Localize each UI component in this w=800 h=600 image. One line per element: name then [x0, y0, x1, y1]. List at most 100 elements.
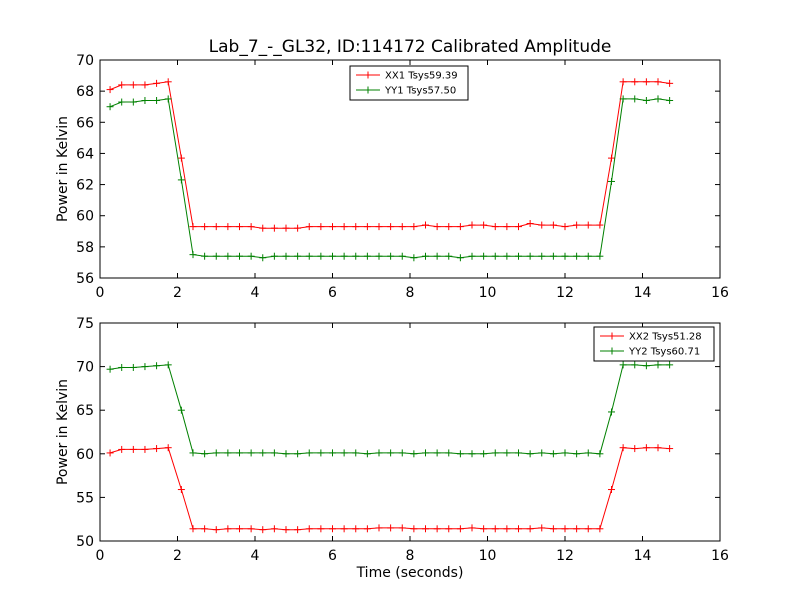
- data-point: [247, 525, 255, 533]
- data-point: [608, 408, 615, 416]
- data-point: [270, 449, 278, 457]
- data-point: [666, 79, 674, 87]
- data-point: [433, 525, 441, 533]
- data-point: [236, 449, 243, 457]
- data-point: [329, 252, 336, 260]
- data-point: [456, 223, 464, 231]
- data-point: [329, 525, 336, 533]
- data-point: [294, 526, 302, 534]
- data-point: [433, 449, 441, 457]
- data-point: [608, 154, 615, 162]
- data-point: [340, 525, 348, 533]
- y-tick-label: 60: [76, 447, 94, 463]
- data-point: [491, 449, 499, 457]
- data-point: [549, 450, 557, 458]
- data-point: [177, 154, 185, 162]
- x-tick-label: 0: [96, 548, 105, 564]
- legend-label: XX1 Tsys59.39: [385, 71, 458, 82]
- x-tick-label: 4: [251, 285, 260, 301]
- data-point: [224, 449, 232, 457]
- data-point: [619, 444, 627, 452]
- data-point: [141, 363, 149, 371]
- y-tick-label: 64: [76, 146, 94, 162]
- data-point: [189, 223, 197, 231]
- data-point: [177, 486, 185, 494]
- data-point: [270, 252, 278, 260]
- data-point: [106, 86, 114, 94]
- data-point: [212, 526, 220, 534]
- data-point: [468, 524, 476, 532]
- data-point: [118, 363, 126, 371]
- data-point: [561, 525, 569, 533]
- data-point: [259, 526, 267, 534]
- data-point: [666, 361, 674, 369]
- data-point: [317, 449, 325, 457]
- x-tick-label: 10: [479, 285, 497, 301]
- data-point: [410, 450, 418, 458]
- data-point: [573, 252, 581, 260]
- data-point: [201, 450, 209, 458]
- data-point: [549, 525, 557, 533]
- data-point: [282, 526, 290, 534]
- data-point: [561, 449, 569, 457]
- data-point: [584, 525, 592, 533]
- data-point: [422, 252, 429, 260]
- data-point: [445, 525, 453, 533]
- data-point: [468, 252, 476, 260]
- data-point: [294, 450, 302, 458]
- y-tick-label: 58: [76, 240, 94, 256]
- data-point: [642, 96, 650, 104]
- data-point: [259, 449, 267, 457]
- data-point: [573, 525, 581, 533]
- data-point: [398, 524, 406, 532]
- data-point: [561, 252, 569, 260]
- data-point: [654, 78, 662, 86]
- x-tick-label: 6: [328, 285, 337, 301]
- data-point: [363, 450, 371, 458]
- data-point: [106, 365, 114, 373]
- data-point: [619, 95, 627, 103]
- data-point: [596, 450, 604, 458]
- legend-box: [349, 65, 469, 101]
- data-point: [129, 81, 137, 89]
- data-point: [153, 362, 161, 370]
- data-point: [247, 449, 255, 457]
- legend-label: YY1 Tsys57.50: [384, 86, 456, 97]
- data-point: [352, 223, 360, 231]
- data-point: [363, 223, 371, 231]
- data-point: [305, 449, 313, 457]
- data-point: [666, 96, 674, 104]
- legend: XX2 Tsys51.28 YY2 Tsys60.71: [593, 326, 715, 362]
- data-point: [596, 525, 604, 533]
- data-point: [282, 450, 290, 458]
- data-point: [352, 525, 360, 533]
- legend-box: [593, 326, 715, 362]
- data-point: [480, 450, 488, 458]
- data-point: [596, 252, 604, 260]
- y-tick-label: 60: [76, 209, 94, 225]
- legend-item: YY2 Tsys60.71: [600, 347, 700, 358]
- data-point: [106, 449, 114, 457]
- data-point: [503, 449, 511, 457]
- data-point: [177, 176, 185, 184]
- legend-item: XX2 Tsys51.28: [600, 332, 702, 343]
- data-point: [538, 252, 546, 260]
- data-point: [573, 450, 581, 458]
- data-point: [270, 224, 278, 232]
- data-point: [561, 223, 569, 231]
- legend-label: XX2 Tsys51.28: [629, 332, 702, 343]
- data-point: [329, 449, 336, 457]
- data-point: [375, 449, 383, 457]
- y-tick-label: 65: [76, 403, 94, 419]
- data-point: [526, 252, 534, 260]
- data-point: [153, 79, 161, 87]
- x-tick-label: 4: [251, 548, 260, 564]
- data-point: [294, 224, 302, 232]
- data-point: [526, 220, 534, 227]
- data-point: [189, 449, 197, 457]
- data-point: [141, 81, 149, 89]
- data-point: [491, 525, 499, 533]
- x-tick-label: 2: [173, 285, 182, 301]
- data-point: [480, 525, 488, 533]
- data-point: [247, 223, 255, 231]
